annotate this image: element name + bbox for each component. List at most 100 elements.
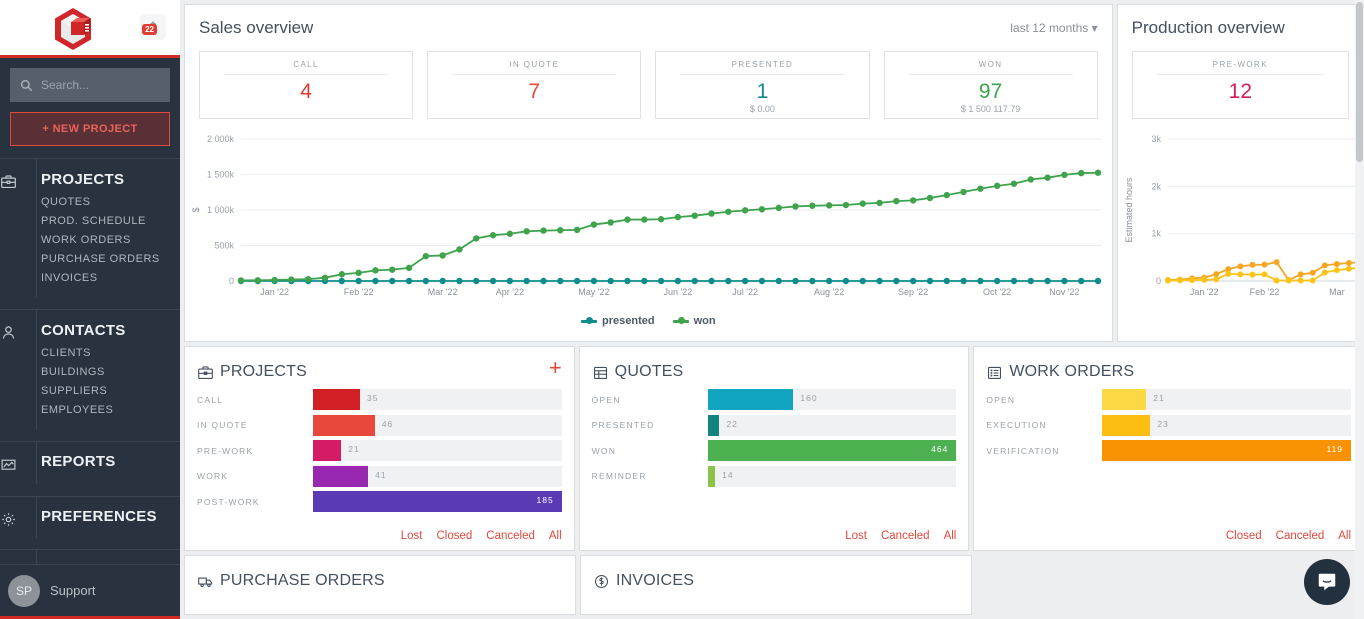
- bar-row[interactable]: EXECUTION 23: [986, 413, 1352, 439]
- link-canceled[interactable]: Canceled: [880, 530, 930, 542]
- link-lost[interactable]: Lost: [845, 530, 867, 542]
- sidebar-item-invoices[interactable]: INVOICES: [41, 271, 98, 284]
- sidebar-item-projects[interactable]: PROJECTS: [41, 171, 125, 188]
- bar-fill: [707, 465, 716, 487]
- sidebar-item-purchase-orders[interactable]: PURCHASE ORDERS: [41, 252, 160, 265]
- card-header: PURCHASE ORDERS: [197, 566, 563, 596]
- sidebar-item-suppliers[interactable]: SUPPLIERS: [41, 384, 108, 397]
- data-point: [893, 197, 900, 205]
- x-tick-label: Aug '22: [814, 287, 844, 297]
- data-point: [338, 271, 346, 278]
- bar-row[interactable]: WON 464: [592, 438, 957, 464]
- summary-cards-row: PROJECTS + CALL 35 IN QUOTE 46 PRE-WORK 21 WOR…: [184, 346, 1364, 551]
- data-point: [506, 230, 514, 237]
- briefcase-icon: [197, 364, 214, 381]
- bar-row[interactable]: CALL 35: [197, 387, 562, 413]
- bar-row[interactable]: PRE-WORK 21: [197, 438, 562, 464]
- bar-track: 14: [707, 465, 957, 487]
- bar-row[interactable]: POST-WORK 185: [197, 489, 562, 515]
- page-scrollbar[interactable]: [1355, 0, 1364, 619]
- data-point: [1321, 269, 1328, 276]
- chat-launcher-button[interactable]: [1304, 559, 1350, 605]
- data-point: [960, 277, 967, 285]
- kpi-presented[interactable]: PRESENTED 1 $ 0.00: [655, 51, 870, 119]
- data-point: [859, 200, 866, 207]
- add-project-button[interactable]: +: [548, 355, 562, 380]
- bar-fill: [313, 440, 342, 462]
- bar-value: 21: [1153, 393, 1165, 404]
- bar-row[interactable]: WORK 41: [197, 464, 562, 490]
- sidebar-item-clients[interactable]: CLIENTS: [41, 346, 91, 359]
- sidebar-item-reports[interactable]: REPORTS: [41, 453, 116, 470]
- bar-label: PRESENTED: [591, 420, 655, 431]
- nav-divider: [36, 550, 37, 575]
- support-bar[interactable]: SP Support: [0, 564, 180, 619]
- bar-row[interactable]: PRESENTED 22: [592, 413, 957, 439]
- bar-label: PRE-WORK: [197, 445, 254, 456]
- sales-chart-legend: presented won: [185, 315, 1112, 327]
- link-all[interactable]: All: [548, 530, 562, 542]
- kpi-call[interactable]: CALL 4: [199, 51, 414, 119]
- link-canceled[interactable]: Canceled: [486, 530, 535, 542]
- data-point: [237, 277, 245, 284]
- data-point: [1345, 260, 1352, 267]
- data-point: [1309, 277, 1316, 284]
- bar-row[interactable]: OPEN 21: [986, 387, 1352, 413]
- sidebar-item-contacts[interactable]: CONTACTS: [41, 322, 126, 339]
- kpi-pre-work[interactable]: PRE-WORK 12: [1131, 51, 1349, 119]
- search-input[interactable]: [41, 78, 160, 92]
- bar-label: IN QUOTE: [197, 420, 248, 431]
- data-point: [1237, 263, 1244, 270]
- data-point: [993, 277, 1001, 285]
- bar-row[interactable]: OPEN 160: [592, 387, 957, 413]
- legend-label: won: [693, 315, 716, 327]
- bar-row[interactable]: VERIFICATION 119: [986, 438, 1352, 464]
- bar-value: 41: [375, 469, 387, 480]
- search-box[interactable]: [10, 68, 170, 102]
- chevron-down-icon: ▾: [1091, 21, 1098, 35]
- data-point: [926, 194, 934, 202]
- bar-track: 185: [313, 491, 562, 513]
- y-tick-label: 0: [229, 276, 234, 286]
- new-project-button[interactable]: + NEW PROJECT: [10, 112, 170, 146]
- kpi-value: 1: [756, 80, 769, 103]
- data-point: [1345, 265, 1352, 272]
- nav-divider: [36, 159, 37, 297]
- bar-fill: [313, 389, 361, 411]
- sidebar-item-quotes[interactable]: QUOTES: [41, 195, 91, 208]
- date-range-select[interactable]: last 12 months ▾: [1010, 21, 1097, 35]
- data-point: [1061, 277, 1068, 285]
- sidebar-item-work-orders[interactable]: WORK ORDERS: [41, 233, 131, 246]
- sidebar-item-employees[interactable]: EMPLOYEES: [41, 403, 114, 416]
- scrollbar-thumb[interactable]: [1356, 2, 1363, 162]
- notifications-button[interactable]: 22: [140, 14, 166, 40]
- sidebar-item-preferences[interactable]: PREFERENCES: [41, 508, 157, 525]
- kpi-in-quote[interactable]: IN QUOTE 7: [427, 51, 642, 119]
- data-point: [909, 197, 917, 204]
- link-lost[interactable]: Lost: [400, 530, 423, 542]
- data-point: [1094, 169, 1102, 176]
- data-point: [1061, 171, 1068, 179]
- sidebar-item-buildings[interactable]: BUILDINGS: [41, 365, 105, 378]
- link-closed[interactable]: Closed: [1225, 530, 1262, 542]
- data-point: [1237, 271, 1244, 278]
- legend-swatch: [672, 317, 689, 324]
- link-all[interactable]: All: [943, 530, 957, 542]
- bar-value: 185: [536, 495, 554, 506]
- bar-row[interactable]: IN QUOTE 46: [197, 413, 562, 439]
- sidebar-item-prod-schedule[interactable]: PROD. SCHEDULE: [41, 214, 146, 227]
- kpi-label: WON: [908, 60, 1073, 75]
- link-all[interactable]: All: [1338, 530, 1352, 542]
- legend-item-won[interactable]: won: [672, 315, 716, 327]
- link-closed[interactable]: Closed: [436, 530, 473, 542]
- bar-fill: [707, 414, 720, 436]
- data-point: [909, 277, 917, 285]
- link-canceled[interactable]: Canceled: [1275, 530, 1325, 542]
- kpi-won[interactable]: WON 97 $ 1 500 117.79: [883, 51, 1098, 119]
- bar-row[interactable]: REMINDER 14: [592, 464, 957, 490]
- data-point: [674, 277, 682, 285]
- x-tick-label: May '22: [578, 287, 609, 297]
- legend-item-presented[interactable]: presented: [581, 315, 655, 327]
- company-logo[interactable]: [49, 5, 97, 53]
- x-tick-label: Apr '22: [496, 287, 524, 297]
